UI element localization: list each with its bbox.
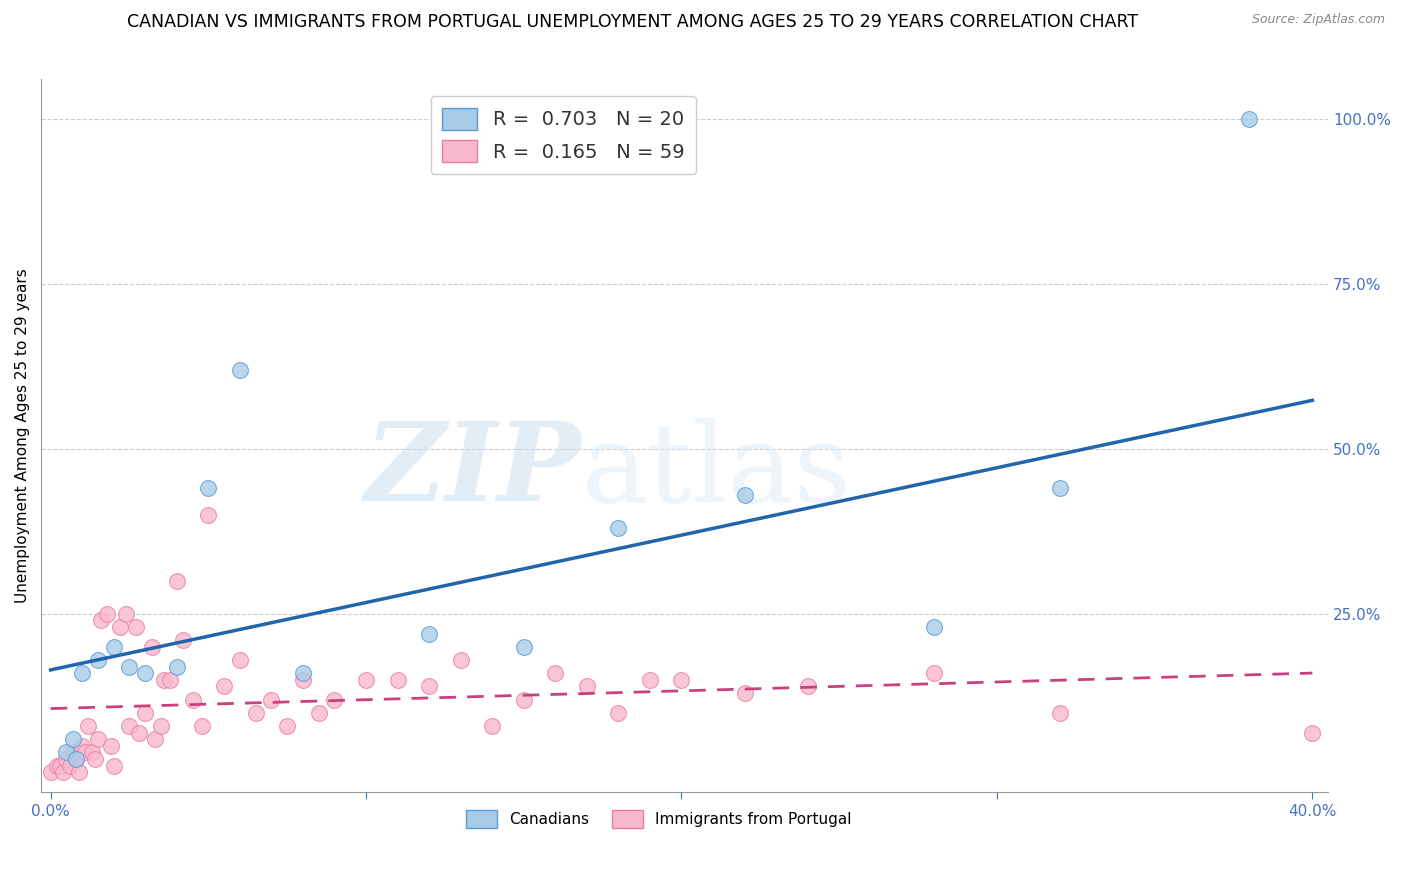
Point (191, 719, 214, 733)
Point (197, 508, 219, 522)
Point (418, 679, 440, 693)
Point (734, 686, 756, 700)
Point (49, 758, 72, 772)
Point (607, 521, 630, 535)
Point (734, 488, 756, 502)
Point (143, 732, 166, 747)
Point (638, 673, 661, 687)
Point (159, 673, 181, 687)
Point (70, 666, 93, 681)
Point (308, 706, 330, 720)
Point (75, 745, 97, 759)
Point (96, 607, 118, 621)
Point (544, 666, 567, 681)
Point (212, 679, 235, 693)
Point (513, 640, 536, 654)
Y-axis label: Unemployment Among Ages 25 to 29 years: Unemployment Among Ages 25 to 29 years (15, 268, 30, 603)
Point (67, 765, 90, 780)
Point (118, 659, 141, 673)
Point (90, 613, 112, 627)
Point (52, 765, 75, 780)
Point (323, 692, 346, 706)
Point (418, 626, 440, 640)
Point (197, 482, 219, 496)
Text: Source: ZipAtlas.com: Source: ZipAtlas.com (1251, 13, 1385, 27)
Point (103, 640, 125, 654)
Point (153, 673, 176, 687)
Point (1049, 706, 1071, 720)
Point (671, 673, 693, 687)
Point (245, 706, 267, 720)
Point (108, 620, 131, 634)
Point (103, 758, 125, 772)
Text: atlas: atlas (582, 417, 851, 524)
Point (55, 752, 77, 766)
Point (65, 752, 87, 766)
Point (62, 732, 84, 747)
Point (481, 719, 503, 733)
Point (276, 719, 298, 733)
Point (181, 692, 204, 706)
Point (134, 706, 156, 720)
Point (229, 362, 252, 376)
Point (575, 679, 598, 693)
Point (58, 758, 80, 772)
Point (607, 706, 630, 720)
Point (450, 653, 472, 667)
Point (387, 673, 409, 687)
Point (922, 620, 945, 634)
Point (100, 739, 122, 753)
Point (1301, 725, 1323, 739)
Point (149, 719, 172, 733)
Text: CANADIAN VS IMMIGRANTS FROM PORTUGAL UNEMPLOYMENT AMONG AGES 25 TO 29 YEARS CORR: CANADIAN VS IMMIGRANTS FROM PORTUGAL UNE… (127, 13, 1139, 31)
Point (1239, 112, 1261, 126)
Point (922, 666, 945, 681)
Point (125, 620, 148, 634)
Legend: Canadians, Immigrants from Portugal: Canadians, Immigrants from Portugal (460, 805, 858, 834)
Point (70, 739, 93, 753)
Point (291, 666, 314, 681)
Point (83, 752, 105, 766)
Point (172, 633, 194, 648)
Point (291, 673, 314, 687)
Point (87, 653, 110, 667)
Point (80, 745, 103, 759)
Point (55, 745, 77, 759)
Point (65, 752, 87, 766)
Point (260, 692, 283, 706)
Point (45, 758, 67, 772)
Point (141, 640, 163, 654)
Point (134, 666, 156, 681)
Point (62, 745, 84, 759)
Point (39, 765, 62, 780)
Point (1049, 482, 1071, 496)
Point (87, 732, 110, 747)
Point (513, 692, 536, 706)
Point (796, 679, 818, 693)
Point (118, 719, 141, 733)
Point (166, 574, 188, 588)
Point (229, 653, 252, 667)
Text: ZIP: ZIP (366, 417, 582, 525)
Point (77, 719, 100, 733)
Point (128, 725, 150, 739)
Point (354, 673, 377, 687)
Point (166, 659, 188, 673)
Point (115, 607, 138, 621)
